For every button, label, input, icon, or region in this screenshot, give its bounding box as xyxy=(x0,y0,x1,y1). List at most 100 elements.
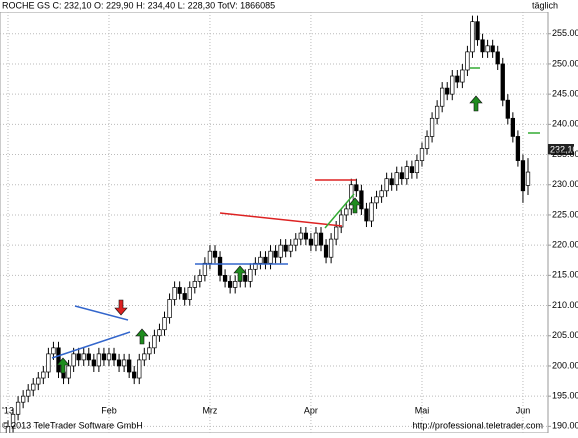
candle-body xyxy=(475,21,480,41)
candle-body xyxy=(217,256,223,276)
candle-body xyxy=(414,160,420,174)
candle-body xyxy=(248,268,253,282)
candle-body xyxy=(394,172,399,186)
candle-body xyxy=(273,250,278,258)
candle-body xyxy=(263,256,268,264)
candle-body xyxy=(137,359,142,379)
candle-body xyxy=(86,353,91,361)
candle-body xyxy=(222,275,228,282)
candle-body xyxy=(318,232,324,246)
candle-body xyxy=(283,244,288,252)
candle-body xyxy=(328,238,334,258)
candle-body xyxy=(243,275,248,282)
candle-body xyxy=(172,287,177,300)
candle-body xyxy=(167,299,172,318)
y-tick-label: 255.00 xyxy=(552,28,578,38)
candle-body xyxy=(334,226,339,240)
candle-body xyxy=(111,353,117,361)
candle-body xyxy=(66,365,71,379)
candle-body xyxy=(288,244,293,252)
candle-body xyxy=(207,250,213,264)
candle-body xyxy=(202,262,208,276)
candle-body xyxy=(455,75,460,83)
trend-line xyxy=(74,305,129,321)
candle-body xyxy=(96,353,102,367)
candle-body xyxy=(116,359,122,367)
candle-body xyxy=(409,166,415,174)
candle-body xyxy=(510,117,516,137)
candle-body xyxy=(182,293,187,300)
candle-body xyxy=(31,383,36,391)
candle-body xyxy=(465,51,470,71)
y-tick-label: 210.00 xyxy=(552,300,578,310)
candle-body xyxy=(212,250,218,258)
candles xyxy=(5,15,531,438)
y-tick-label: 250.00 xyxy=(552,58,578,68)
last-price-box xyxy=(548,144,574,155)
candle-body xyxy=(142,353,147,361)
candle-body xyxy=(157,329,162,337)
chart-title: ROCHE GS C: 232,10 O: 229,90 H: 234,40 L… xyxy=(2,0,275,10)
candle-body xyxy=(20,395,26,403)
trend-line xyxy=(324,193,355,229)
last-price-label: 232,10 xyxy=(550,144,578,154)
candle-body xyxy=(41,371,46,379)
x-tick-label: Feb xyxy=(101,405,117,415)
buy-arrow xyxy=(233,265,247,282)
candle-body xyxy=(56,347,61,373)
candle-body xyxy=(369,202,374,222)
candle-body xyxy=(127,359,132,373)
candle-body xyxy=(490,45,495,53)
sell-arrow xyxy=(114,299,128,316)
y-tick-label: 225.00 xyxy=(552,209,578,219)
candle-body xyxy=(434,105,440,119)
candle-body xyxy=(192,281,197,288)
candle-body xyxy=(480,39,485,53)
buy-arrow xyxy=(56,357,70,374)
candle-body xyxy=(359,190,364,210)
candle-body xyxy=(323,244,329,258)
interval-label: täglich xyxy=(532,0,558,10)
candle-body xyxy=(268,250,273,264)
buy-arrow xyxy=(469,95,483,112)
buy-arrow xyxy=(348,197,362,214)
candle-body xyxy=(379,190,384,198)
candle-body xyxy=(419,148,425,161)
candle-body xyxy=(227,281,233,288)
candle-body xyxy=(303,232,309,240)
candle-body xyxy=(71,353,76,367)
footer-right: http://professional.teletrader.com xyxy=(412,420,543,430)
candle-body xyxy=(339,214,344,228)
candle-body xyxy=(440,87,445,107)
candle-body xyxy=(399,172,404,180)
candle-body xyxy=(495,51,500,65)
candle-body xyxy=(354,184,359,192)
footer-left: © 2013 TeleTrader Software GmbH xyxy=(2,420,143,430)
header-bg xyxy=(0,0,578,12)
candle-body xyxy=(51,347,56,355)
candle-body xyxy=(258,256,263,264)
candle-body xyxy=(298,232,303,240)
y-tick-label: 220.00 xyxy=(552,240,578,250)
candle-body xyxy=(76,353,81,361)
candle-body xyxy=(500,63,505,101)
candle-body xyxy=(5,426,11,438)
candle-body xyxy=(450,75,455,95)
grid xyxy=(0,12,548,433)
candle-body xyxy=(364,208,369,222)
candle-body xyxy=(152,335,157,349)
x-tick-label: Apr xyxy=(304,405,318,415)
y-tick-label: 205.00 xyxy=(552,330,578,340)
candle-body xyxy=(313,232,319,246)
candle-body xyxy=(389,178,394,186)
candle-body xyxy=(26,389,31,397)
candle-body xyxy=(101,353,107,361)
candle-body xyxy=(460,69,465,83)
candle-body xyxy=(505,99,510,119)
candle-body xyxy=(404,166,409,180)
arrows xyxy=(56,95,483,374)
candle-body xyxy=(308,238,314,246)
candle-body xyxy=(278,244,283,258)
candle-body xyxy=(384,178,389,192)
drawings xyxy=(51,67,540,359)
